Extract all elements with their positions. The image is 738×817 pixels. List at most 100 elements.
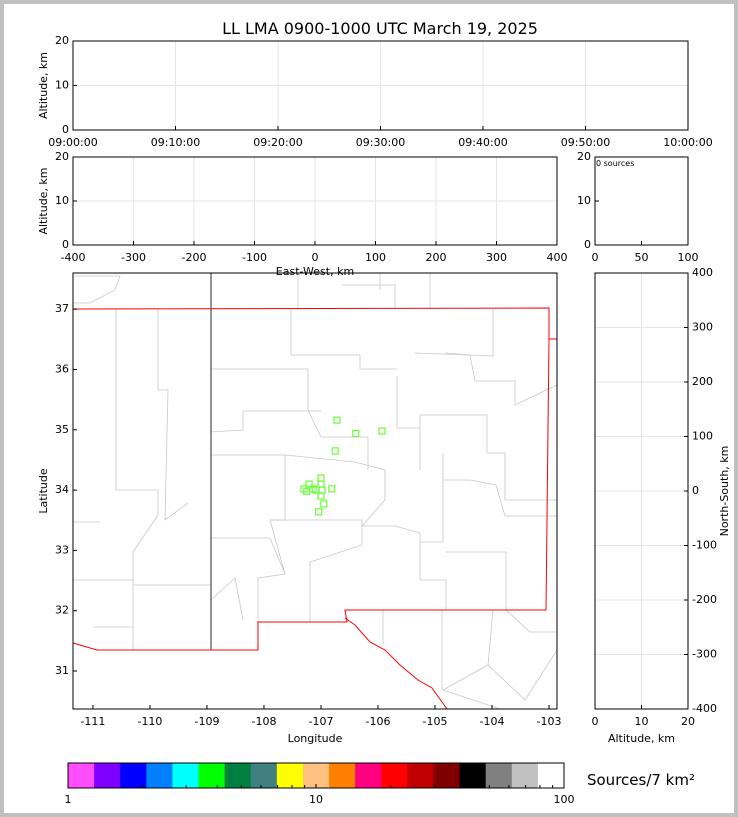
x-tick-label: 09:40:00: [458, 136, 507, 149]
county-boundary: [270, 519, 363, 622]
county-boundary: [211, 368, 369, 470]
county-boundary: [442, 689, 501, 710]
x-tick-label: 300: [486, 251, 507, 264]
colorbar-tick-label: 100: [554, 793, 575, 806]
x-tick-label: 10:00:00: [663, 136, 712, 149]
station-marker: [317, 474, 325, 482]
x-tick-label: 50: [635, 251, 649, 264]
y-tick-label: 31: [55, 664, 69, 677]
colorbar-tick-label: 10: [309, 793, 323, 806]
x-tick-label: 20: [681, 715, 695, 728]
colorbar-swatch: [198, 763, 226, 788]
county-boundary: [73, 275, 121, 304]
county-boundary: [442, 609, 494, 691]
y-tick-label: 10: [577, 194, 591, 207]
x-tick-label: -107: [309, 715, 334, 728]
x-tick-label: 09:00:00: [48, 136, 97, 149]
x-tick-label: -100: [242, 251, 267, 264]
county-boundary: [211, 454, 286, 575]
x-tick-label: 09:30:00: [356, 136, 405, 149]
colorbar-swatch: [407, 763, 434, 788]
county-boundary: [210, 577, 244, 621]
station-marker: [352, 429, 360, 438]
source-count-annotation: 0 sources: [596, 159, 634, 168]
x-tick-label: 100: [365, 251, 386, 264]
colorbar-swatch: [146, 763, 173, 788]
axes-frame: [72, 272, 558, 710]
x-tick-label: 09:10:00: [151, 136, 200, 149]
station-marker: [317, 480, 325, 488]
colorbar-tick-label: 1: [65, 793, 72, 806]
y-tick-label: 10: [55, 79, 69, 92]
county-boundary: [420, 453, 444, 543]
y-axis-label: Altitude, km: [37, 167, 50, 234]
colorbar-swatch: [381, 763, 408, 788]
county-boundary: [396, 376, 420, 429]
x-tick-label: 400: [547, 251, 568, 264]
county-boundary: [444, 352, 558, 406]
x-tick-label: 100: [678, 251, 699, 264]
x-tick-label: -300: [121, 251, 146, 264]
station-marker: [303, 487, 311, 495]
colorbar-swatch: [355, 763, 382, 788]
colorbar-swatch: [537, 763, 565, 788]
y-tick-label: 34: [55, 483, 69, 496]
x-axis-label: Altitude, km: [608, 732, 675, 745]
x-tick-label: -400: [61, 251, 86, 264]
station-marker: [317, 492, 325, 500]
station-marker: [333, 416, 341, 424]
station-marker: [331, 447, 339, 455]
x-axis-label: Longitude: [288, 732, 343, 745]
colorbar-swatch: [68, 763, 95, 788]
time-height-panel: 09:00:00 09:10:00 09:20:00 09:30:00 09:40:00…: [37, 34, 713, 149]
county-boundary: [342, 284, 396, 309]
colorbar-swatch: [94, 763, 121, 788]
x-tick-label: 09:20:00: [253, 136, 302, 149]
x-axis-label: East-West, km: [276, 265, 354, 278]
border-line: [72, 338, 550, 651]
y-tick-label: -200: [692, 593, 717, 606]
county-boundary: [414, 309, 494, 357]
east-west-altitude-panel: -400 -300 -200 -100 0 100 200 300 400 0 10 20 East-W…: [37, 150, 568, 278]
y-tick-label: 20: [577, 150, 591, 163]
y-tick-label: 20: [55, 150, 69, 163]
county-boundary: [443, 479, 557, 517]
colorbar-swatch: [120, 763, 147, 788]
y-tick-label: 37: [55, 302, 69, 315]
station-marker: [320, 500, 328, 508]
x-tick-label: 0: [312, 251, 319, 264]
colorbar-swatch: [433, 763, 461, 788]
county-boundary: [419, 414, 557, 501]
y-tick-label: 300: [692, 321, 713, 334]
y-tick-label: 200: [692, 375, 713, 388]
y-axis-label: Latitude: [37, 468, 50, 514]
colorbar-label: Sources/7 km²: [587, 771, 695, 789]
colorbar: 1 10 100: [65, 762, 575, 806]
colorbar-swatch: [459, 763, 487, 788]
y-tick-label: 35: [55, 423, 69, 436]
altitude-histogram-panel: 0 50 100 0 10 20 0 sources: [577, 150, 699, 264]
station-marker: [378, 427, 386, 435]
county-boundary: [362, 525, 447, 610]
axes-frame: [594, 156, 689, 246]
county-boundary: [505, 609, 557, 633]
north-south-altitude-panel: 0 10 20-400 -300 -200 -100 0 100 200 300 400 Altitu…: [592, 266, 732, 745]
colorbar-swatch: [302, 763, 330, 788]
y-tick-label: 0: [584, 238, 591, 251]
border-line: [72, 307, 557, 340]
station-marker: [305, 480, 313, 488]
y-tick-label: 400: [692, 266, 713, 279]
colorbar-swatch: [172, 763, 200, 788]
x-tick-label: -106: [366, 715, 391, 728]
y-tick-label: 20: [55, 34, 69, 47]
x-tick-label: -110: [137, 715, 162, 728]
county-boundary: [157, 309, 189, 521]
x-tick-label: 09:50:00: [561, 136, 610, 149]
county-boundary: [487, 649, 558, 701]
y-axis-label: North-South, km: [718, 446, 731, 537]
colorbar-swatch: [224, 763, 252, 788]
y-tick-label: 0: [62, 238, 69, 251]
colorbar-swatch: [276, 763, 304, 788]
x-tick-label: -109: [194, 715, 219, 728]
county-boundary: [290, 309, 397, 370]
